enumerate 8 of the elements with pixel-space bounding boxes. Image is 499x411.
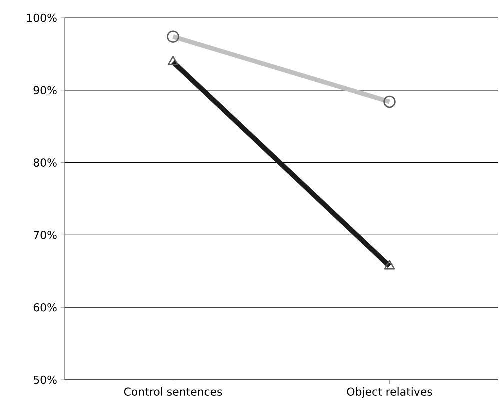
- y-tick-label: 50%: [34, 376, 57, 384]
- y-tick-label: 100%: [27, 14, 57, 22]
- y-tick-label: 90%: [34, 86, 57, 95]
- y-tick-label: 70%: [34, 231, 57, 240]
- x-tick-label: Control sentences: [124, 388, 222, 396]
- x-tick-label: Object relatives: [347, 388, 432, 398]
- y-tick-label: 80%: [34, 158, 57, 167]
- y-tick-label: 60%: [34, 303, 57, 312]
